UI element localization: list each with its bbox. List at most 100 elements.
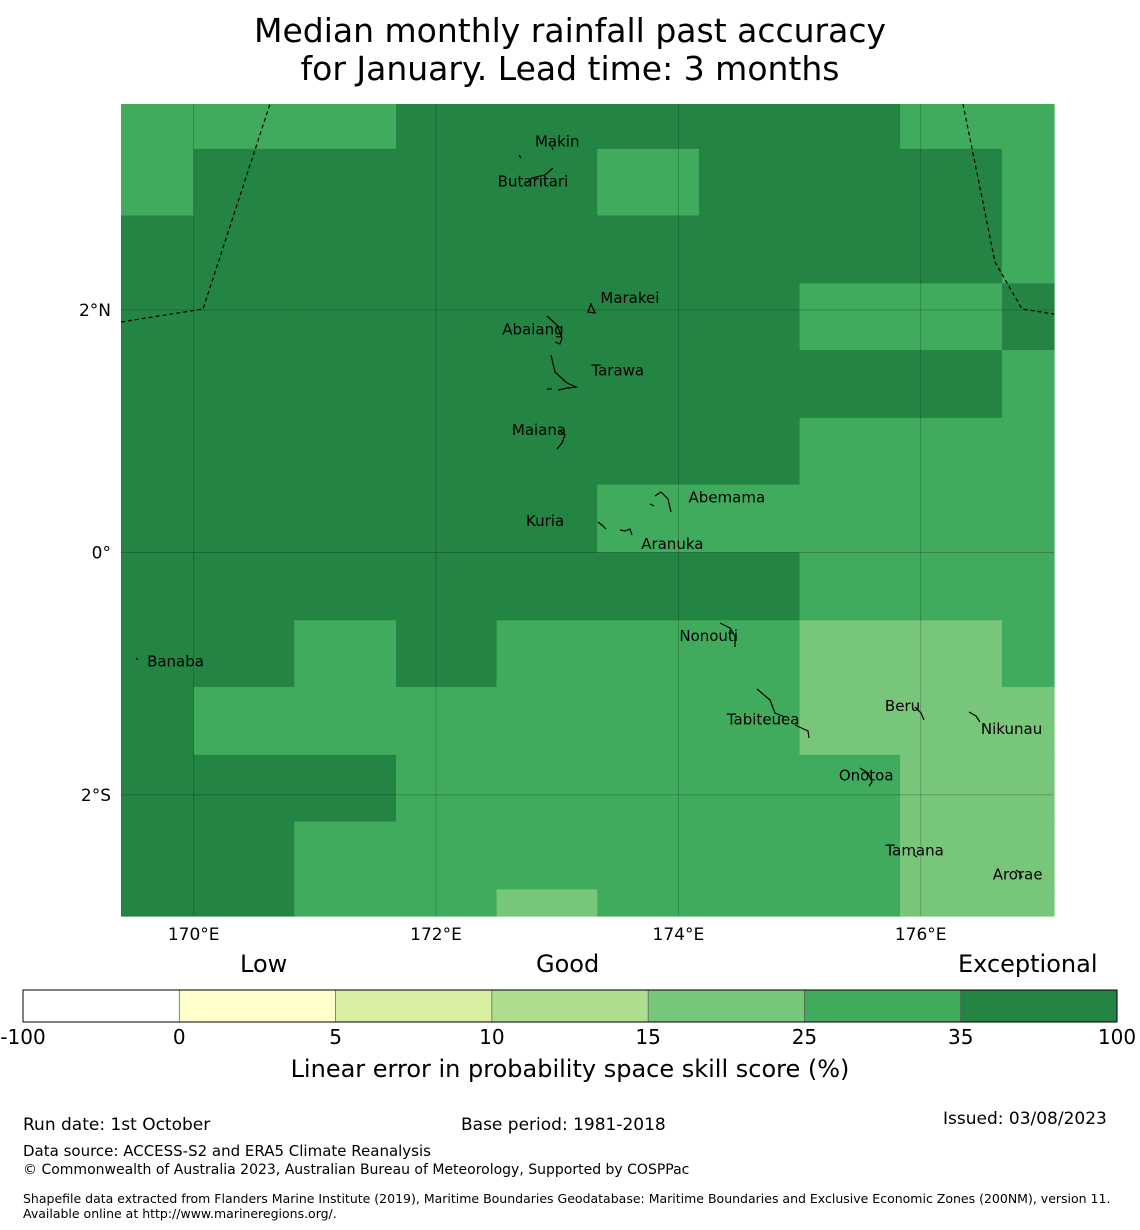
island-label: Nikunau xyxy=(981,720,1042,738)
skill-cell xyxy=(1001,754,1055,823)
skill-cell xyxy=(294,821,397,890)
coast-butaritari xyxy=(526,167,554,184)
skill-cell xyxy=(900,104,1003,150)
skill-cell xyxy=(698,350,801,419)
skill-cell xyxy=(121,350,195,419)
coast-tamana xyxy=(913,854,918,858)
skill-cell xyxy=(698,484,801,554)
skill-cell xyxy=(396,754,498,823)
colorbar-tick-label: 0 xyxy=(172,1025,186,1049)
island-label: Butaritari xyxy=(498,172,569,190)
skill-cell xyxy=(193,417,295,486)
skill-cell xyxy=(121,283,195,351)
lon-tick-label: 170°E xyxy=(168,925,220,945)
skill-cell xyxy=(900,821,1003,890)
skill-cell xyxy=(1001,215,1055,284)
colorbar-segment xyxy=(335,990,492,1022)
skill-cell xyxy=(698,889,801,917)
coast-nonouti xyxy=(719,622,736,647)
skill-cell xyxy=(193,754,295,823)
lon-tick-label: 172°E xyxy=(410,925,462,945)
skill-cell xyxy=(496,821,598,890)
coast-abaiang xyxy=(546,315,563,345)
skill-cell xyxy=(597,484,700,554)
colorbar-label: Linear error in probability space skill … xyxy=(290,1055,850,1083)
skill-cell xyxy=(294,283,397,351)
skill-cell xyxy=(1001,552,1055,621)
copyright: © Commonwealth of Australia 2023, Austra… xyxy=(23,1162,690,1178)
skill-cell xyxy=(496,417,598,486)
skill-cell xyxy=(193,484,295,554)
skill-cell xyxy=(121,620,195,688)
island-coastlines xyxy=(135,146,1023,879)
island-labels: Makin Butaritari Marakei Abaiang Tarawa Maian… xyxy=(147,132,1043,883)
island-label: Abaiang xyxy=(502,320,563,338)
skill-cell xyxy=(396,821,498,890)
skill-cell xyxy=(396,889,498,917)
coast-kuria xyxy=(597,521,633,536)
skill-cell xyxy=(121,821,195,890)
skill-cell xyxy=(597,889,700,917)
skill-cell xyxy=(121,754,195,823)
skill-cell xyxy=(698,821,801,890)
skill-cell xyxy=(900,215,1003,284)
island-label: Makin xyxy=(535,132,580,150)
skill-cell xyxy=(799,283,901,351)
map-gridlines xyxy=(121,104,1054,916)
skill-cell xyxy=(396,552,498,621)
skill-cell xyxy=(193,215,295,284)
coast-nikunau xyxy=(968,711,981,723)
coast-onotoa xyxy=(859,767,873,787)
skill-cell xyxy=(597,350,700,419)
skill-cell xyxy=(294,754,397,823)
skill-cell xyxy=(294,889,397,917)
skill-cell xyxy=(799,686,901,756)
skill-cell xyxy=(698,552,801,621)
skill-cell xyxy=(294,417,397,486)
title-line-1: Median monthly rainfall past accuracy xyxy=(253,11,887,50)
skill-cell xyxy=(799,754,901,823)
skill-cell xyxy=(396,283,498,351)
colorbar-tick-label: 35 xyxy=(947,1025,974,1049)
skill-cell xyxy=(799,215,901,284)
skill-cell xyxy=(496,215,598,284)
skill-cell xyxy=(396,686,498,756)
lat-tick-label: 2°S xyxy=(81,786,111,806)
skill-cell xyxy=(1001,889,1055,917)
skill-cell xyxy=(698,215,801,284)
skill-cell xyxy=(396,104,498,150)
island-label: Nonouti xyxy=(679,627,738,645)
skill-cell xyxy=(1001,283,1055,351)
skill-cell xyxy=(396,350,498,419)
eez-boundary-east xyxy=(962,103,1055,315)
skill-cell xyxy=(294,620,397,688)
shapefile-credit: Shapefile data extracted from Flanders M… xyxy=(23,1191,1111,1221)
skill-cell xyxy=(294,552,397,621)
skill-cell xyxy=(900,686,1003,756)
skill-cell xyxy=(698,754,801,823)
category-low: Low xyxy=(240,950,288,978)
island-label: Tamana xyxy=(884,841,943,859)
skill-cell xyxy=(193,686,295,756)
skill-cell xyxy=(799,552,901,621)
skill-cell xyxy=(1001,350,1055,419)
skill-cell xyxy=(496,620,598,688)
lat-tick-label: 2°N xyxy=(79,301,111,321)
lon-tick-label: 176°E xyxy=(895,925,947,945)
skill-cell xyxy=(799,417,901,486)
skill-cell xyxy=(496,889,598,917)
skill-cell xyxy=(396,484,498,554)
skill-cell xyxy=(294,148,397,217)
skill-cell xyxy=(698,283,801,351)
island-label: Abemama xyxy=(689,489,766,507)
coast-tarawa xyxy=(547,354,579,391)
eez-boundary-west xyxy=(120,103,271,323)
island-label: Arorae xyxy=(993,866,1043,884)
skill-cell xyxy=(597,215,700,284)
skill-cell xyxy=(294,686,397,756)
coast-makin xyxy=(518,146,554,159)
island-label: Tabiteuea xyxy=(726,711,800,729)
run-date: Run date: 1st October xyxy=(23,1115,211,1135)
skill-cell xyxy=(121,148,195,217)
island-label: Kuria xyxy=(526,512,564,530)
